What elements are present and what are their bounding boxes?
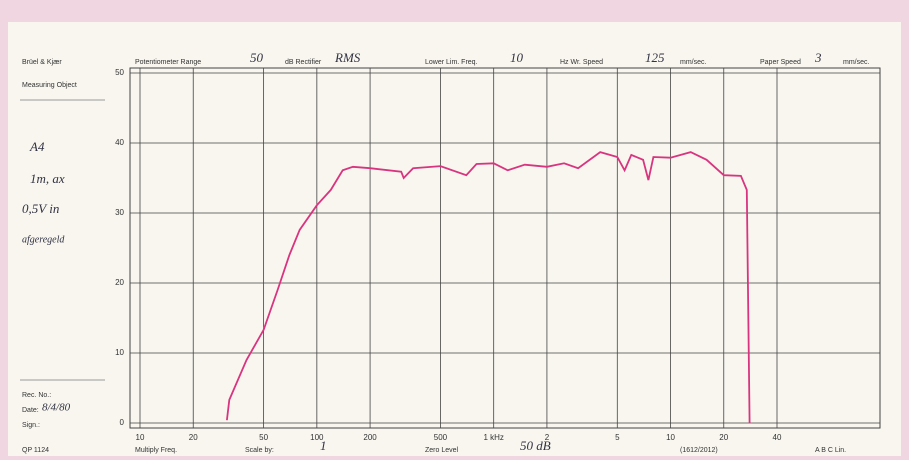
label: QP 1124 (22, 447, 49, 454)
y-tick-label: 20 (115, 278, 124, 287)
label: Hz Wr. Speed (560, 59, 603, 66)
chart: Brüel & Kjær Potentiometer Range 50 dB R… (0, 0, 909, 460)
value: 125 (645, 50, 665, 65)
value: RMS (334, 50, 361, 65)
label: A B C Lin. (815, 447, 846, 454)
value: 50 (250, 50, 264, 65)
brand: Brüel & Kjær (22, 59, 62, 66)
note: A4 (29, 139, 45, 154)
value: 10 (510, 50, 524, 65)
label: (1612/2012) (680, 447, 718, 454)
x-tick-label: 5 (615, 433, 620, 442)
y-tick-label: 30 (115, 208, 124, 217)
y-tick-label: 0 (120, 418, 125, 427)
x-tick-label: 100 (310, 433, 324, 442)
label: Multiply Freq. (135, 447, 177, 454)
label: mm/sec. (843, 59, 870, 66)
x-tick-label: 40 (773, 433, 782, 442)
label: Zero Level (425, 447, 459, 454)
paper (8, 22, 901, 456)
label: Lower Lim. Freq. (425, 59, 478, 66)
page: {"form":{"brand":"Brüel & Kjær","pot_ran… (0, 0, 909, 460)
x-tick-label: 10 (666, 433, 675, 442)
label: Measuring Object (22, 82, 77, 89)
x-tick-label: 20 (189, 433, 198, 442)
x-tick-label: 50 (259, 433, 268, 442)
note: afgeregeld (22, 234, 65, 245)
note: 1m, ax (30, 171, 65, 186)
label: Date: (22, 407, 39, 414)
y-tick-label: 10 (115, 348, 124, 357)
x-tick-label: 1 kHz (483, 433, 503, 442)
label: Paper Speed (760, 59, 801, 66)
label: Sign.: (22, 422, 40, 429)
label: dB Rectifier (285, 59, 322, 66)
value: 3 (814, 50, 822, 65)
label: Scale by: (245, 447, 274, 454)
y-tick-label: 50 (115, 68, 124, 77)
note: 0,5V in (22, 201, 59, 216)
x-tick-label: 500 (434, 433, 448, 442)
label: Rec. No.: (22, 392, 51, 399)
x-tick-label: 2 (545, 433, 550, 442)
value: 8/4/80 (42, 402, 71, 414)
y-tick-label: 40 (115, 138, 124, 147)
x-tick-label: 200 (363, 433, 377, 442)
label: Potentiometer Range (135, 59, 201, 66)
label: mm/sec. (680, 59, 707, 66)
x-tick-label: 10 (136, 433, 145, 442)
x-tick-label: 20 (719, 433, 728, 442)
